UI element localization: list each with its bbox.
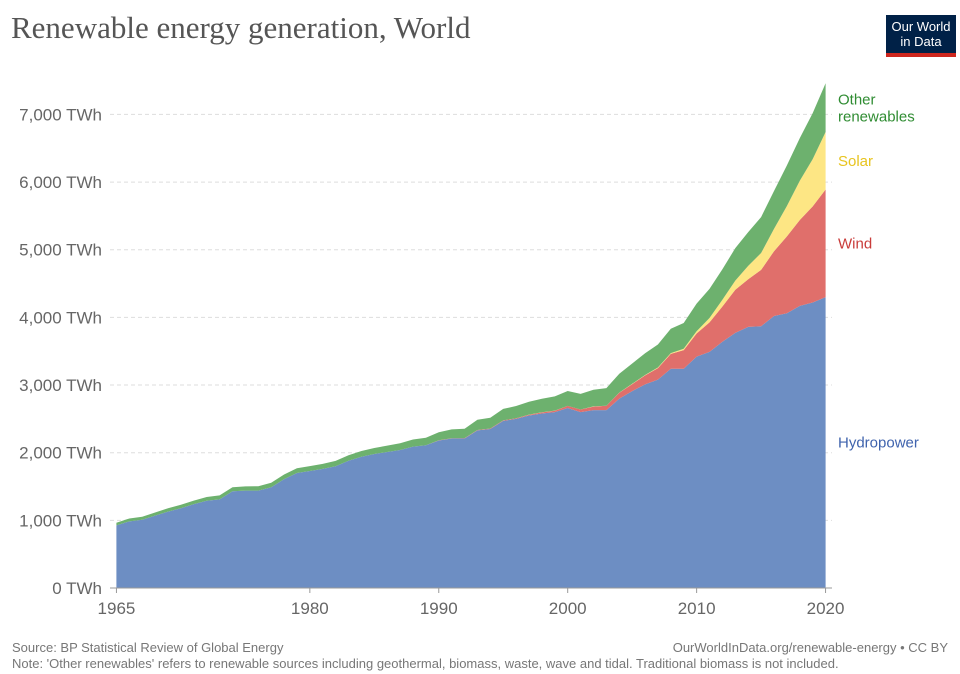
series-label-other-renewables[interactable]: Other renewables bbox=[838, 92, 915, 126]
area-hydropower[interactable] bbox=[116, 297, 826, 588]
series-areas bbox=[116, 83, 826, 588]
y-tick-label: 6,000 TWh bbox=[19, 173, 102, 192]
axes: 0 TWh 1,000 TWh 2,000 TWh 3,000 TWh 4,000 TW… bbox=[19, 105, 844, 618]
x-tick-label: 1990 bbox=[420, 599, 458, 618]
link-note[interactable]: OurWorldInData.org/renewable-energy • CC… bbox=[672, 640, 948, 655]
series-labels: Hydropower Wind Solar Other renewables bbox=[838, 92, 919, 452]
y-tick-label: 5,000 TWh bbox=[19, 241, 102, 260]
y-tick-label: 4,000 TWh bbox=[19, 308, 102, 327]
series-label-wind[interactable]: Wind bbox=[838, 235, 872, 252]
x-tick-label: 1965 bbox=[98, 599, 136, 618]
y-tick-label: 3,000 TWh bbox=[19, 376, 102, 395]
y-tick-label: 2,000 TWh bbox=[19, 444, 102, 463]
x-tick-label: 2010 bbox=[678, 599, 716, 618]
x-tick-label: 1980 bbox=[291, 599, 329, 618]
logo-line-2: in Data bbox=[900, 34, 942, 49]
owid-logo[interactable]: Our World in Data bbox=[886, 15, 956, 57]
logo-line-1: Our World bbox=[891, 19, 951, 34]
y-tick-label: 7,000 TWh bbox=[19, 105, 102, 124]
footnote: Note: 'Other renewables' refers to renew… bbox=[12, 656, 839, 671]
chart-title: Renewable energy generation, World bbox=[11, 10, 471, 45]
x-tick-label: 2020 bbox=[807, 599, 845, 618]
y-tick-label: 1,000 TWh bbox=[19, 511, 102, 530]
series-label-hydropower[interactable]: Hydropower bbox=[838, 435, 919, 452]
x-tick-label: 2000 bbox=[549, 599, 587, 618]
source-note: Source: BP Statistical Review of Global … bbox=[12, 640, 284, 655]
y-tick-label: 0 TWh bbox=[52, 579, 102, 598]
series-label-solar[interactable]: Solar bbox=[838, 153, 873, 170]
area-wind[interactable] bbox=[116, 189, 826, 526]
